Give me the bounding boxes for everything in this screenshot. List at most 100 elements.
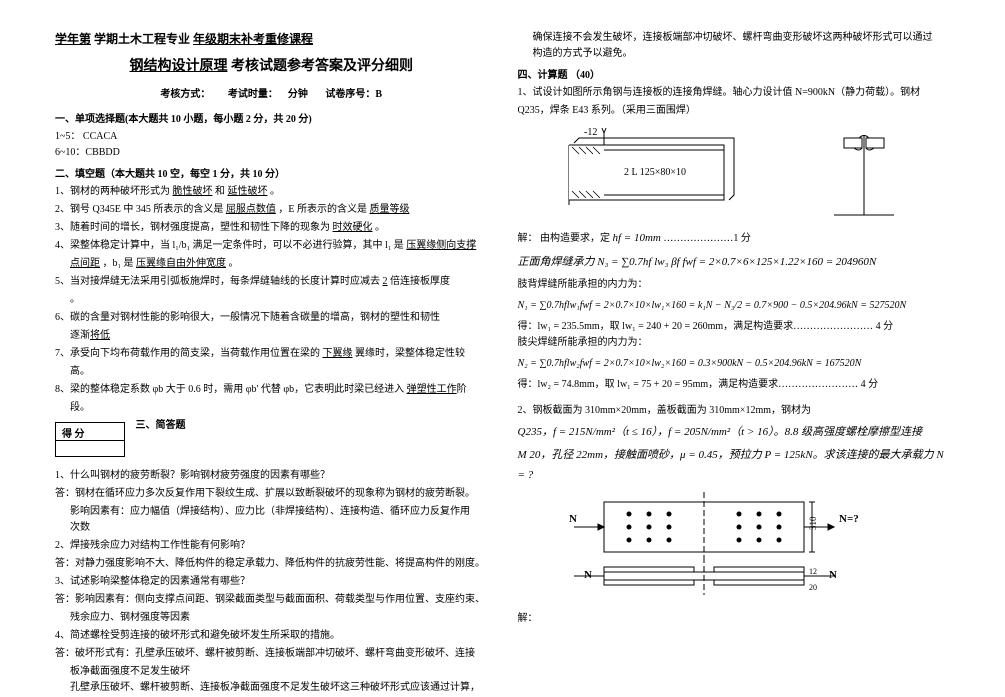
s2q8a: 8、梁的整体稳定系数 φb 大于 0.6 时，需用 φb' 代替 φb，它表明此… xyxy=(55,384,407,395)
s2q3u: 时效硬化 xyxy=(333,222,373,233)
s2-q8b: 段。 xyxy=(55,400,488,416)
s2q2u2: 质量等级 xyxy=(369,204,409,215)
r-top1: 确保连接不会发生破坏，连接板端部冲切破坏、螺杆弯曲变形破坏这两种破坏形式可以通过 xyxy=(518,30,951,46)
s2q6b: 逐渐 xyxy=(70,330,90,341)
header-line1: 学年第 学期土木工程专业 年级期末补考重修课程 xyxy=(55,30,488,47)
r-top2: 构造的方式予以避免。 xyxy=(518,46,951,62)
course-title: 钢结构设计原理 xyxy=(130,59,228,74)
s3-a4b: 板净截面强度不足发生破坏 xyxy=(55,664,488,680)
figure1: -12 2 L 125×80×10 xyxy=(518,125,951,223)
s2q1t: 1、钢材的两种破坏形式为 xyxy=(55,186,173,197)
subtitle: 考核试题参考答案及评分细则 xyxy=(231,59,413,74)
s2q1u1: 脆性破坏 xyxy=(173,186,213,197)
s3-q4: 4、简述螺栓受剪连接的破坏形式和避免破坏发生所采取的措施。 xyxy=(55,628,488,644)
s2q7a: 7、承受向下均布荷载作用的简支梁，当荷载作用位置在梁的 xyxy=(55,348,323,359)
major: 学期土木工程专业 xyxy=(94,32,190,46)
s2q4b: 点间距 xyxy=(70,258,100,269)
s3-a1c: 次数 xyxy=(55,520,488,536)
s2q8m: 阶 xyxy=(457,384,467,395)
section2-title: 二、填空题（本大题共 10 空，每空 1 分，共 10 分） xyxy=(55,165,488,180)
formula1: 正面角焊缝承力 N₃ = ∑0.7hf lw₃ βf fwf = 2×0.7×6… xyxy=(518,253,951,273)
s2q1e: 。 xyxy=(268,186,281,197)
s3-a3a: 答：影响因素有：侧向支撑点间距、钢梁截面类型与截面面积、荷载类型与作用位置、支座… xyxy=(55,592,488,608)
s3-a4c: 孔壁承压破坏、螺杆被剪断、连接板净截面强度不足发生破坏这三种破坏形式应该通过计算… xyxy=(55,680,488,696)
formula2-label: 肢背焊缝所能承担的内力为： xyxy=(518,277,951,293)
exam-info: 考核方式： 考试时量： 分钟 试卷序号：B xyxy=(55,85,488,100)
s2q2u1: 屈服点数值 xyxy=(226,204,276,215)
s3-q3: 3、试述影响梁整体稳定的因素通常有哪些？ xyxy=(55,574,488,590)
s1-ans2: 6~10：CBBDD xyxy=(55,145,488,161)
s2q4a: 4、梁整体稳定计算中，当 l₁/b₁ 满足一定条件时，可以不必进行验算，其中 l… xyxy=(55,240,406,251)
exam-method: 考核方式： xyxy=(160,89,210,100)
s2-q8a: 8、梁的整体稳定系数 φb 大于 0.6 时，需用 φb' 代替 φb，它表明此… xyxy=(55,382,488,398)
s3-a2a: 答：对静力强度影响不大、降低构件的稳定承载力、降低构件的抗疲劳性能、将提高构件的… xyxy=(55,556,488,572)
formula5-label: 肢尖焊缝所能承担的内力为： xyxy=(518,335,951,351)
formula4: 得：lw₁ = 235.5mm，取 lw₁ = 240 + 20 = 260mm… xyxy=(518,319,951,335)
s2q8u: 弹塑性工作 xyxy=(407,384,457,395)
s2q2t: 2、钢号 Q345E 中 345 所表示的含义是 xyxy=(55,204,226,215)
score-box: 得 分 xyxy=(55,422,125,457)
score-label: 得 分 xyxy=(62,425,85,440)
s3-q1: 1、什么叫钢材的疲劳断裂？影响钢材疲劳强度的因素有哪些？ xyxy=(55,468,488,484)
header-line2: 钢结构设计原理 考核试题参考答案及评分细则 xyxy=(55,55,488,75)
weld-diagram: -12 2 L 125×80×10 xyxy=(544,125,924,220)
s2-q6b: 逐渐将低 xyxy=(55,328,488,344)
grade-course: 年级期末补考重修课程 xyxy=(193,32,313,46)
s2-q7a: 7、承受向下均布荷载作用的简支梁，当荷载作用位置在梁的 下翼缘 翼缘时，梁整体稳… xyxy=(55,346,488,362)
fig2-N-right2: N xyxy=(829,569,837,581)
s4-q1b: Q235，焊条 E43 系列。（采用三面围焊） xyxy=(518,103,951,119)
bolt-diagram: N N=? 310 N N 12 20 xyxy=(554,492,914,602)
score-row: 得 分 三、简答题 xyxy=(55,416,488,466)
s2q3e: 。 xyxy=(373,222,386,233)
s2q7u: 下翼缘 xyxy=(323,348,353,359)
s2-q7b: 高。 xyxy=(55,364,488,380)
s2q7m: 翼缘时，梁整体稳定性较 xyxy=(353,348,466,359)
s2-q4b: 点间距 ，b₁ 是 压翼缘自由外伸宽度 。 xyxy=(55,256,488,272)
s2-q1: 1、钢材的两种破坏形式为 脆性破坏 和 延性破坏 。 xyxy=(55,184,488,200)
sol2-label: 解： xyxy=(518,611,951,627)
formula7: 得：lw₂ = 74.8mm，取 lw₁ = 75 + 20 = 95mm，满足… xyxy=(518,377,951,393)
s2q4u2: 压翼缘自由外伸宽度 xyxy=(136,258,226,269)
s2q1m: 和 xyxy=(213,186,228,197)
s4-q2c: M 20，孔径 22mm，接触面喷砂，μ = 0.45，预拉力 P = 125k… xyxy=(518,446,951,486)
s2q1u2: 延性破坏 xyxy=(228,186,268,197)
fig2-N-left2: N xyxy=(584,569,592,581)
s2-q5: 5、当对接焊缝无法采用引弧板施焊时，每条焊缝轴线的长度计算时应减去 2 倍连接板… xyxy=(55,274,488,290)
s2q5t: 5、当对接焊缝无法采用引弧板施焊时，每条焊缝轴线的长度计算时应减去 xyxy=(55,276,383,287)
s3-a1b: 影响因素有：应力幅值（焊接结构）、应力比（非焊接结构）、连接构造、循环应力反复作… xyxy=(55,504,488,520)
exam-time-label: 考试时量： xyxy=(228,89,278,100)
s3-a3b: 残余应力、钢材强度等因素 xyxy=(55,610,488,626)
sol-hf: hf = 10mm xyxy=(613,232,661,244)
sol-dots: …………………1 分 xyxy=(663,233,751,244)
term-blank: 学年第 xyxy=(55,32,91,46)
section3-title: 三、简答题 xyxy=(136,416,186,431)
s3-q2: 2、焊接残余应力对结构工作性能有何影响？ xyxy=(55,538,488,554)
s4-q2b: Q235，f = 215N/mm²（t ≤ 16），f = 205N/mm²（t… xyxy=(518,423,951,443)
figure2: N N=? 310 N N 12 20 xyxy=(518,492,951,605)
section1-title: 一、单项选择题(本大题共 10 小题，每小题 2 分，共 20 分) xyxy=(55,110,488,125)
formula3: N₁ = ∑0.7hflw₁fwf = 2×0.7×10×lw₁×160 = k… xyxy=(518,297,951,315)
fig1-label: 2 L 125×80×10 xyxy=(624,167,686,178)
fig2-N-left: N xyxy=(569,513,577,525)
sol-a: 由构造要求，定 xyxy=(540,233,613,244)
s2q6u: 将低 xyxy=(90,330,110,341)
s4-q2a: 2、钢板截面为 310mm×20mm，盖板截面为 310mm×12mm，钢材为 xyxy=(518,403,951,419)
s2-q5b: 。 xyxy=(55,292,488,308)
s2q4m: ，b₁ 是 xyxy=(100,258,136,269)
fig1-minus12: -12 xyxy=(584,127,597,138)
fig2-Nq: N=? xyxy=(839,513,859,525)
s2-q6a: 6、碳的含量对钢材性能的影响很大，一般情况下随着含碳量的增高，钢材的塑性和韧性 xyxy=(55,310,488,326)
s4-q1a: 1、试设计如图所示角钢与连接板的连接角焊缝。轴心力设计值 N=900kN（静力荷… xyxy=(518,85,951,101)
s2q4e: 。 xyxy=(226,258,239,269)
s2q5e: 倍连接板厚度 xyxy=(388,276,451,287)
section4-title: 四、计算题 （40） xyxy=(518,66,951,81)
s2-q4a: 4、梁整体稳定计算中，当 l₁/b₁ 满足一定条件时，可以不必进行验算，其中 l… xyxy=(55,238,488,254)
s2q5b2: 。 xyxy=(70,294,80,305)
exam-time-unit: 分钟 xyxy=(288,89,308,100)
formula6: N₂ = ∑0.7hflw₂fwf = 2×0.7×10×lw₂×160 = 0… xyxy=(518,355,951,373)
right-column: 确保连接不会发生破坏，连接板端部冲切破坏、螺杆弯曲变形破坏这两种破坏形式可以通过… xyxy=(503,30,966,677)
sol1-line: 解： 由构造要求，定 hf = 10mm …………………1 分 xyxy=(518,229,951,249)
fig2-310: 310 xyxy=(808,516,818,530)
s2-q2: 2、钢号 Q345E 中 345 所表示的含义是 屈服点数值 ，E 所表示的含义… xyxy=(55,202,488,218)
left-column: 学年第 学期土木工程专业 年级期末补考重修课程 钢结构设计原理 考核试题参考答案… xyxy=(40,30,503,677)
